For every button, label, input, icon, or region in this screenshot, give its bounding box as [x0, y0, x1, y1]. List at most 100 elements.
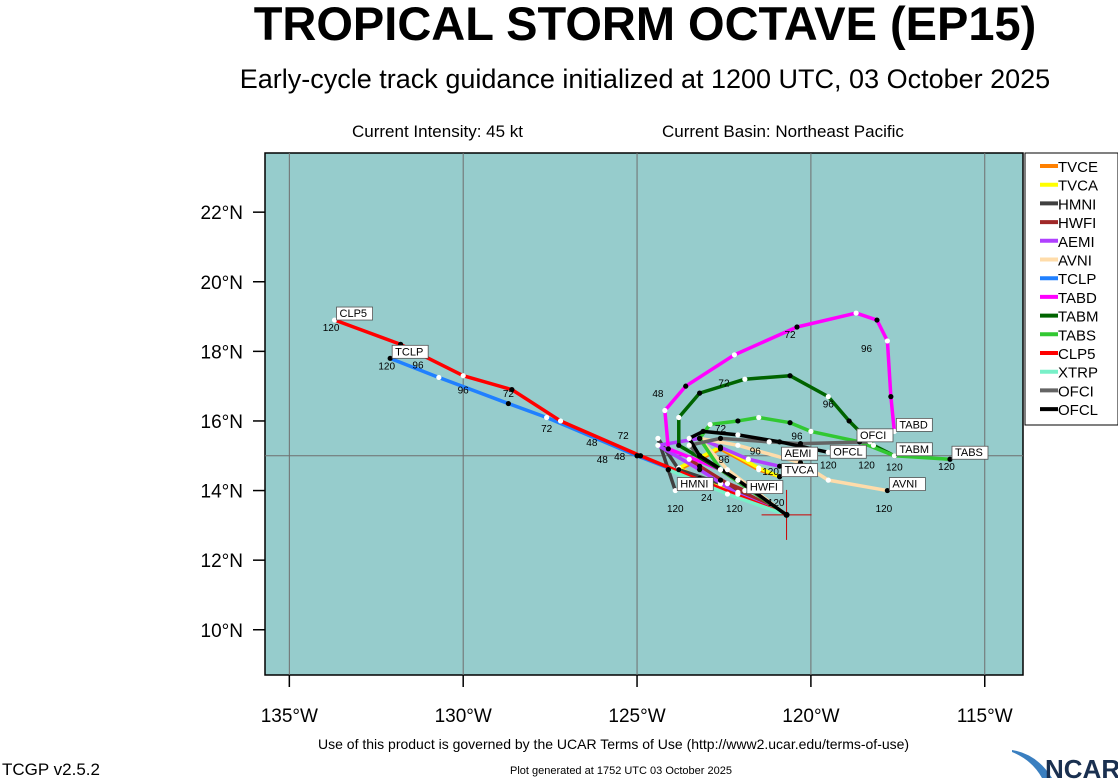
x-tick-label: 125°W: [608, 706, 665, 727]
forecast-hour-label: 72: [541, 424, 553, 435]
forecast-point: [686, 456, 692, 462]
track-end-label-box: [336, 306, 373, 321]
forecast-point: [766, 439, 772, 445]
forecast-point: [676, 442, 682, 448]
track-end-label-avni: AVNI: [888, 477, 926, 491]
forecast-hour-label: 96: [791, 431, 803, 442]
forecast-point: [717, 444, 724, 450]
forecast-point: [665, 467, 671, 473]
track-end-label-box: [895, 417, 933, 432]
forecast-point: [662, 407, 668, 414]
forecast-hour-label: 120: [726, 504, 743, 515]
forecast-point: [672, 487, 678, 494]
forecast-hour-label: 120: [378, 361, 395, 372]
forecast-point: [888, 394, 894, 400]
forecast-point: [724, 491, 731, 497]
legend-label: AEMI: [1058, 234, 1095, 251]
forecast-point: [745, 456, 751, 462]
track-end-label: OFCL: [833, 446, 862, 458]
track-end-label-box: [856, 428, 894, 443]
x-tick-label: 115°W: [957, 706, 1013, 727]
forecast-hour-label: 72: [618, 431, 630, 442]
forecast-point: [808, 428, 814, 434]
legend-label: TCLP: [1058, 271, 1096, 288]
current-basin: Current Basin: Northeast Pacific: [662, 122, 904, 141]
forecast-point: [697, 390, 703, 396]
current-intensity: Current Intensity: 45 kt: [352, 122, 524, 141]
forecast-point: [460, 373, 466, 379]
forecast-hour-label: 120: [886, 463, 903, 474]
legend-label: HMNI: [1058, 196, 1096, 213]
forecast-point: [787, 420, 793, 426]
track-tabd: [663, 311, 897, 517]
forecast-point: [697, 435, 703, 441]
track-hwfi: [687, 457, 788, 517]
forecast-point: [825, 394, 831, 400]
forecast-point: [509, 387, 515, 393]
map-area: [264, 152, 1024, 676]
track-end-label-tabs: TABS: [951, 445, 989, 460]
forecast-point: [777, 463, 783, 469]
y-tick-label: 12°N: [201, 551, 243, 572]
forecast-point: [717, 435, 724, 441]
forecast-hour-label: 96: [861, 344, 873, 355]
track-end-label-box: [781, 463, 819, 478]
forecast-point: [825, 477, 831, 483]
track-end-label-tabm: TABM: [895, 442, 933, 457]
forecast-point: [717, 477, 724, 483]
forecast-hour-label: 72: [784, 330, 796, 341]
x-tick-label: 130°W: [435, 706, 492, 727]
chart-title: TROPICAL STORM OCTAVE (EP15): [253, 0, 1037, 50]
legend-box: [1024, 152, 1118, 426]
track-end-label-box: [676, 477, 714, 491]
track-end-label-box: [781, 446, 819, 461]
forecast-point: [676, 467, 682, 473]
forecast-point: [846, 418, 852, 424]
forecast-point: [797, 440, 804, 447]
forecast-point: [735, 477, 741, 483]
forecast-point: [735, 418, 741, 424]
forecast-hour-label: 120: [762, 467, 779, 478]
forecast-point: [724, 481, 731, 487]
forecast-hour-label: 96: [823, 400, 835, 411]
forecast-point: [874, 317, 880, 323]
track-end-label-ofcl: OFCL: [829, 444, 867, 459]
track-end-label-hmni: HMNI: [676, 477, 714, 491]
legend-label: CLP5: [1058, 346, 1096, 363]
forecast-point: [676, 414, 682, 421]
forecast-hour-label: 72: [503, 389, 515, 400]
track-end-label-box: [895, 442, 933, 457]
forecast-point: [544, 414, 550, 421]
track-end-label-aemi: AEMI: [781, 446, 819, 461]
track-end-label-box: [391, 344, 429, 359]
forecast-hour-label: 96: [458, 386, 470, 397]
track-labels: TVCA HMNI HWFI AEMI AVNI TCLP TABD TABM TABS CLP5…: [323, 306, 989, 515]
forecast-point: [724, 467, 731, 473]
track-end-label-tvca: TVCA: [781, 463, 819, 478]
forecast-hour-label: 96: [718, 455, 730, 466]
y-tick-label: 18°N: [201, 342, 243, 363]
forecast-hour-label: 120: [858, 460, 875, 471]
forecast-point: [436, 374, 442, 381]
forecast-point: [825, 449, 831, 455]
axes: 135°W 130°W 125°W 120°W 115°W 10°N 12°N 14°N 16°…: [201, 203, 1013, 727]
forecast-point: [686, 442, 692, 448]
forecast-point: [756, 465, 762, 471]
forecast-point: [756, 414, 762, 421]
track-end-label: TCLP: [395, 346, 423, 358]
forecast-point: [717, 467, 724, 473]
track-end-label-ofci: OFCI: [856, 428, 894, 443]
forecast-hour-label: 24: [701, 493, 713, 504]
legend-label: OFCI: [1058, 383, 1094, 400]
forecast-point: [884, 487, 890, 494]
y-tick-label: 20°N: [201, 273, 243, 294]
legend-label: TVCE: [1058, 159, 1098, 176]
forecast-point: [777, 439, 783, 445]
track-end-label-box: [746, 480, 784, 494]
track-ofcl: [687, 429, 829, 517]
track-end-label: CLP5: [340, 308, 368, 320]
initial-position-point: [783, 511, 790, 518]
forecast-hour-label: 96: [750, 447, 762, 458]
